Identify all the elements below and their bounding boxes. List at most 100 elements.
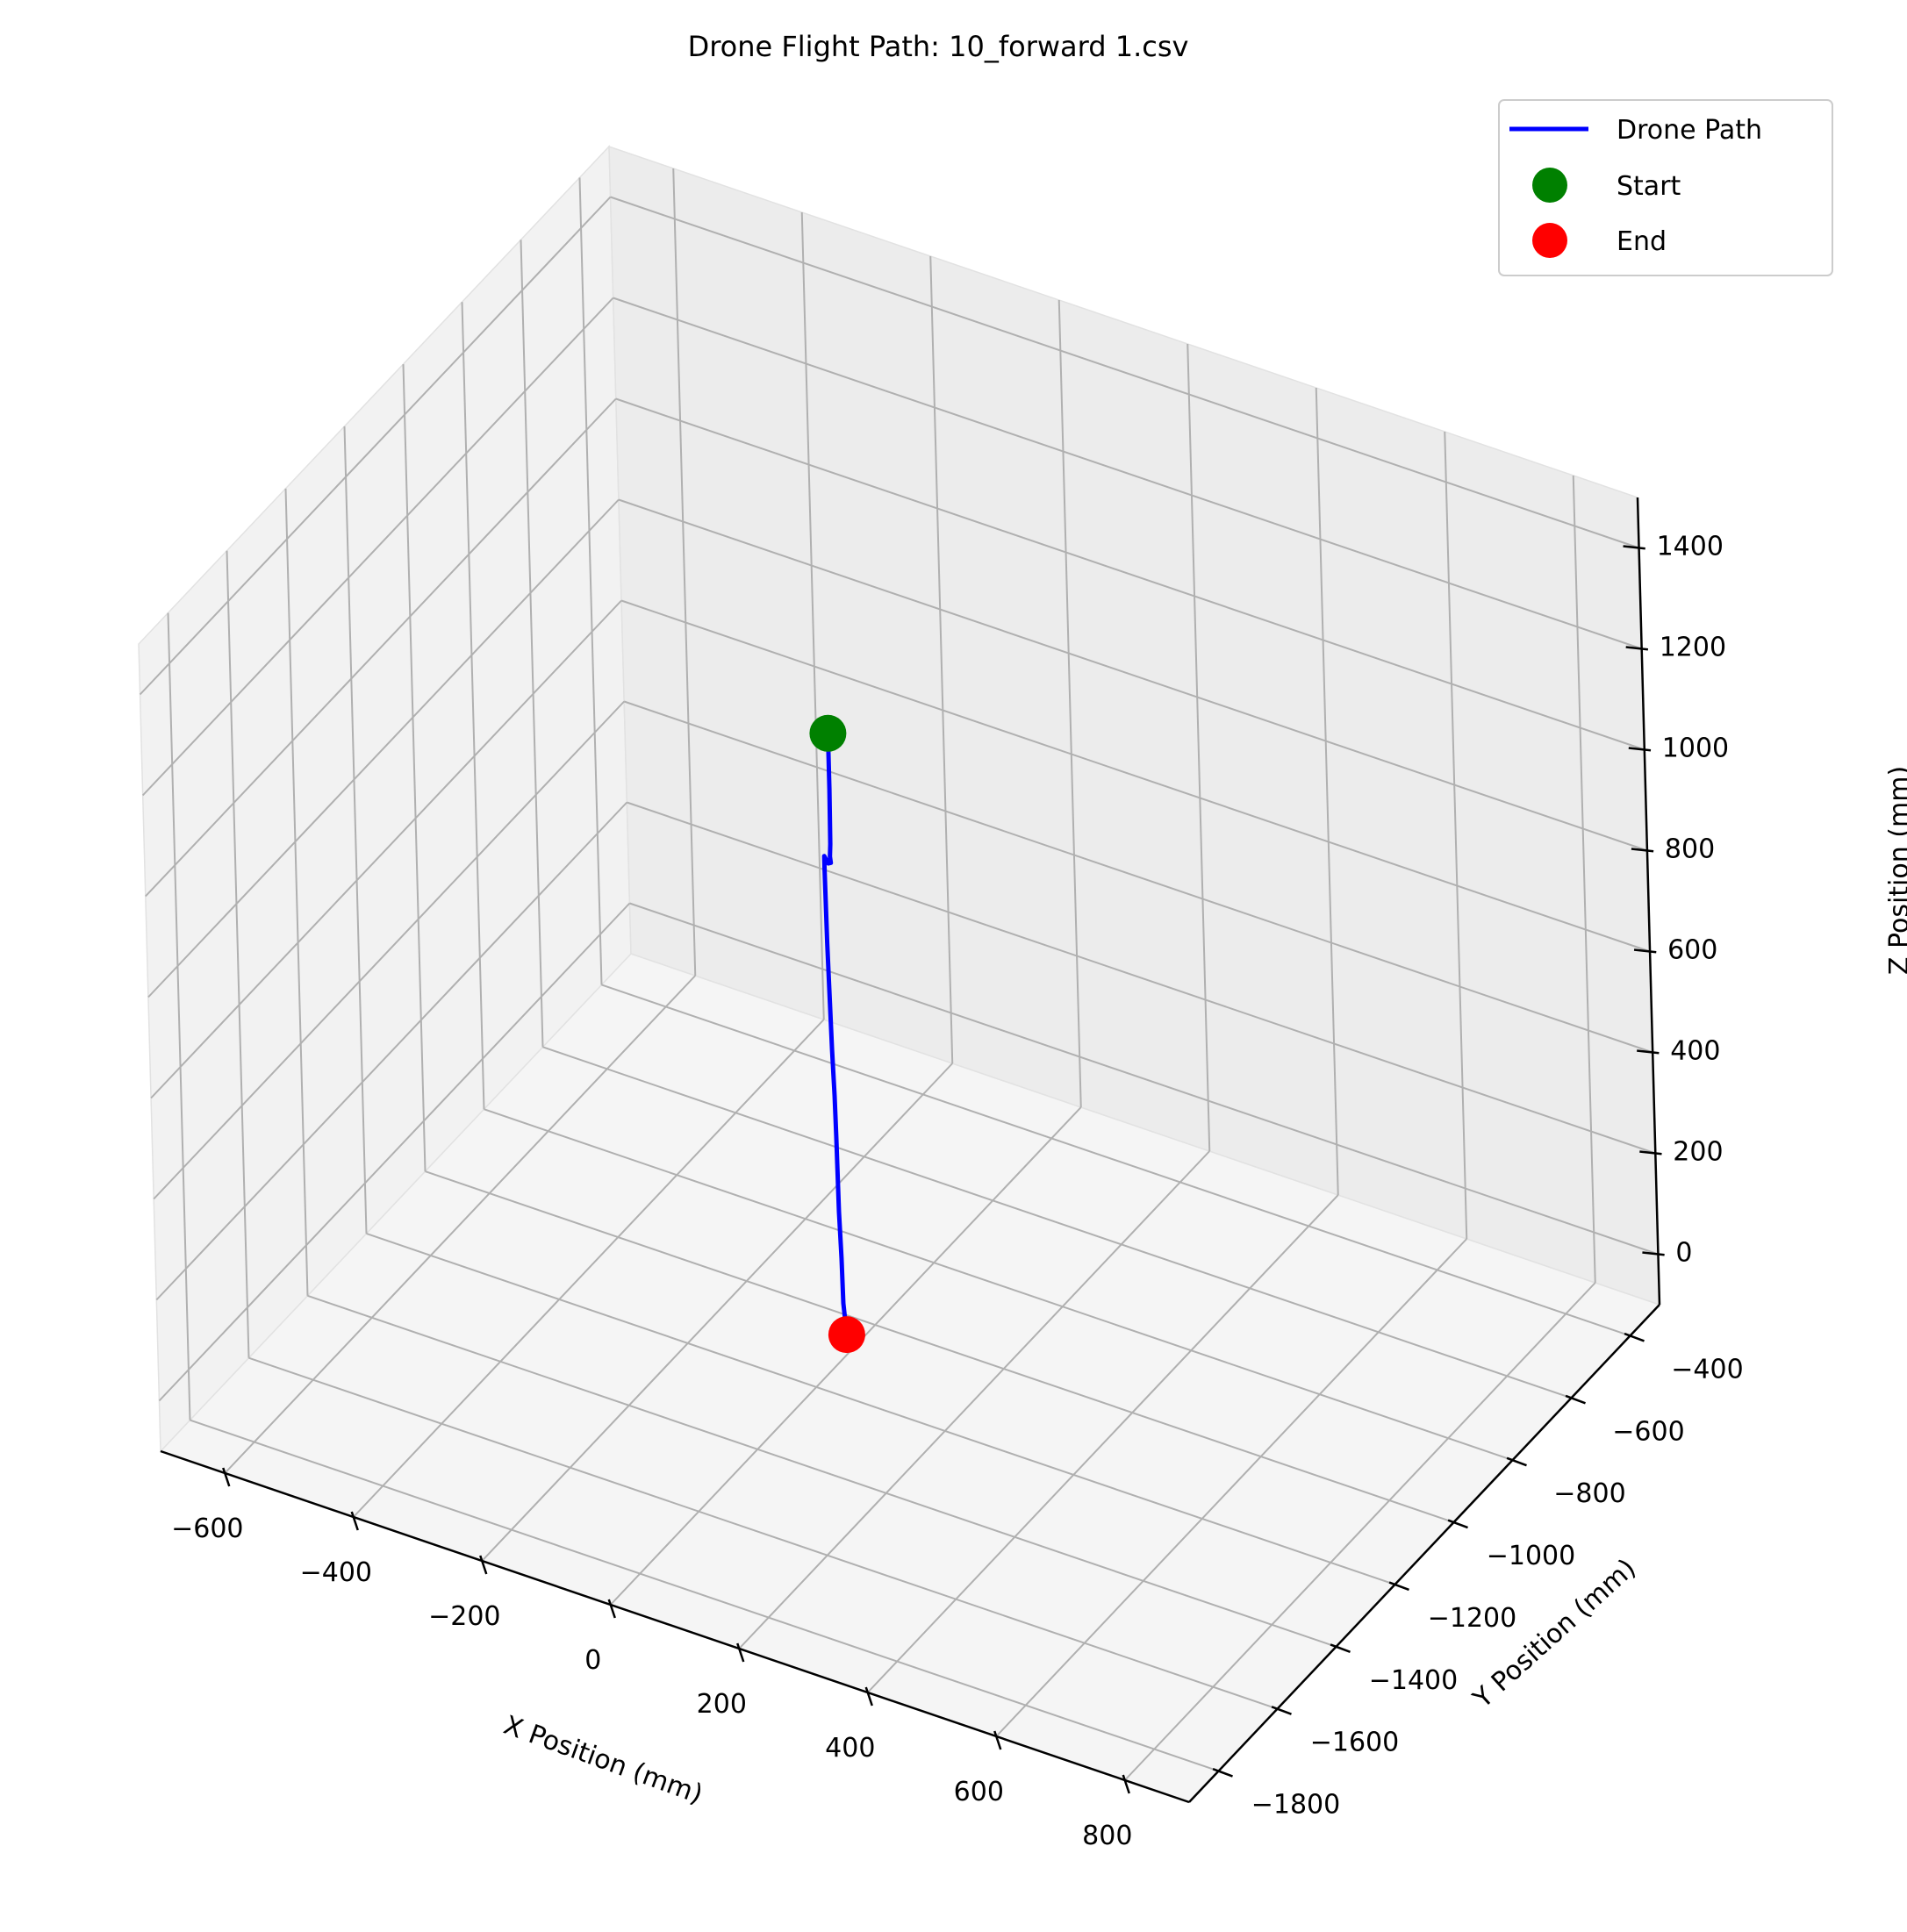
grid-line-x-back bbox=[1572, 475, 1596, 1284]
y-tick-mark bbox=[1447, 1519, 1468, 1529]
z-tick-label: 600 bbox=[1667, 935, 1717, 966]
grid-line-x-floor bbox=[610, 1106, 1082, 1606]
grid-line-x-back bbox=[1315, 387, 1339, 1196]
legend: Drone Path Start End bbox=[1498, 99, 1833, 276]
grid-line-y-left bbox=[520, 240, 544, 1048]
grid-line-x-floor bbox=[224, 975, 696, 1474]
x-tick-mark bbox=[864, 1686, 873, 1707]
z-tick-mark bbox=[1625, 646, 1649, 651]
y-tick-label: −600 bbox=[1612, 1416, 1684, 1447]
y-tick-mark bbox=[1388, 1581, 1409, 1592]
x-tick-label: 600 bbox=[954, 1777, 1004, 1807]
legend-frame bbox=[1498, 99, 1833, 276]
z-tick-label: 400 bbox=[1670, 1036, 1720, 1067]
grid-line-y-left bbox=[402, 364, 427, 1172]
y-tick-mark bbox=[1271, 1706, 1292, 1715]
grid-line-y-left bbox=[226, 550, 250, 1358]
y-axis-line bbox=[1188, 1304, 1660, 1803]
x-tick-mark bbox=[350, 1511, 359, 1531]
grid-line-x-back bbox=[672, 168, 697, 977]
z-tick-mark bbox=[1628, 747, 1652, 752]
y-axis-label: Y Position (mm) bbox=[1466, 1553, 1642, 1715]
z-tick-label: 1000 bbox=[1662, 733, 1729, 764]
y-tick-label: −1600 bbox=[1310, 1728, 1399, 1758]
x-tick-label: −200 bbox=[428, 1601, 500, 1632]
y-tick-label: −400 bbox=[1671, 1354, 1743, 1385]
x-tick-label: 800 bbox=[1082, 1821, 1132, 1851]
y-tick-mark bbox=[1330, 1643, 1351, 1653]
grid-line-y-left bbox=[578, 177, 603, 985]
grid-line-z-back bbox=[615, 397, 1645, 751]
grid-line-y-floor bbox=[484, 1108, 1513, 1462]
y-tick-mark bbox=[1212, 1767, 1233, 1778]
grid-line-x-floor bbox=[995, 1238, 1467, 1737]
z-tick-label: 1200 bbox=[1660, 633, 1726, 663]
grid-line-x-back bbox=[800, 211, 825, 1020]
grid-line-x-floor bbox=[1124, 1282, 1596, 1781]
grid-line-z-back bbox=[626, 801, 1656, 1155]
x-axis-label: X Position (mm) bbox=[499, 1710, 706, 1810]
z-axis-label: Z Position (mm) bbox=[1884, 766, 1907, 975]
z-tick-mark bbox=[1633, 948, 1657, 954]
axes-panes bbox=[138, 145, 1661, 1803]
grid-line-y-floor bbox=[601, 984, 1631, 1337]
z-tick-mark bbox=[1639, 1150, 1662, 1156]
grid-lines bbox=[139, 168, 1659, 1781]
grid-line-y-left bbox=[167, 612, 191, 1420]
marker-end bbox=[828, 1316, 865, 1354]
grid-line-x-floor bbox=[481, 1063, 953, 1562]
grid-line-z-back bbox=[620, 599, 1651, 953]
z-axis-line bbox=[1636, 497, 1661, 1306]
grid-line-z-left bbox=[153, 700, 625, 1200]
y-tick-mark bbox=[1624, 1332, 1645, 1342]
grid-line-z-left bbox=[145, 397, 617, 898]
grid-line-x-floor bbox=[353, 1019, 825, 1518]
plot-area bbox=[809, 714, 865, 1354]
grid-line-x-floor bbox=[738, 1150, 1210, 1649]
grid-line-x-back bbox=[1444, 431, 1468, 1240]
z-tick-mark bbox=[1642, 1251, 1665, 1256]
grid-line-y-left bbox=[343, 426, 368, 1234]
tick-labels: −600 −400 −200 0 200 400 600 800 −1800 −1600 −1400… bbox=[171, 532, 1744, 1852]
axis-lines bbox=[160, 497, 1661, 1804]
grid-line-x-back bbox=[1186, 343, 1211, 1152]
x-tick-label: 200 bbox=[697, 1689, 747, 1720]
x-tick-mark bbox=[1122, 1774, 1130, 1794]
x-tick-mark bbox=[222, 1467, 231, 1487]
grid-line-y-left bbox=[461, 302, 485, 1110]
grid-line-z-left bbox=[158, 902, 631, 1402]
x-tick-mark bbox=[479, 1555, 488, 1575]
y-tick-label: −1000 bbox=[1487, 1541, 1575, 1571]
y-tick-mark bbox=[1506, 1456, 1527, 1467]
x-tick-label: −400 bbox=[300, 1557, 372, 1588]
y-tick-label: −1800 bbox=[1251, 1790, 1340, 1821]
grid-line-z-back bbox=[613, 297, 1643, 650]
legend-label-start: Start bbox=[1617, 171, 1681, 202]
grid-line-z-left bbox=[141, 297, 614, 797]
x-tick-label: −600 bbox=[171, 1513, 243, 1544]
y-tick-mark bbox=[1565, 1394, 1586, 1405]
grid-line-x-back bbox=[929, 255, 954, 1064]
z-tick-label: 0 bbox=[1675, 1238, 1692, 1269]
grid-line-x-back bbox=[1057, 299, 1082, 1108]
legend-marker-end bbox=[1532, 223, 1567, 258]
z-tick-label: 1400 bbox=[1657, 532, 1724, 562]
grid-line-y-floor bbox=[425, 1170, 1454, 1524]
marker-start bbox=[809, 714, 847, 752]
grid-line-z-back bbox=[623, 700, 1653, 1054]
chart-title: Drone Flight Path: 10_forward 1.csv bbox=[688, 30, 1189, 63]
grid-line-y-left bbox=[284, 488, 309, 1296]
grid-line-z-left bbox=[155, 801, 628, 1301]
z-tick-label: 800 bbox=[1665, 834, 1715, 865]
x-tick-mark bbox=[736, 1642, 745, 1663]
grid-line-z-back bbox=[629, 902, 1659, 1256]
z-tick-label: 200 bbox=[1673, 1137, 1723, 1168]
tick-marks bbox=[222, 545, 1665, 1794]
z-tick-mark bbox=[1631, 848, 1654, 853]
grid-line-y-floor bbox=[366, 1232, 1395, 1585]
grid-line-z-back bbox=[610, 196, 1639, 549]
x-tick-mark bbox=[607, 1599, 616, 1619]
z-tick-mark bbox=[1623, 545, 1645, 550]
grid-line-y-floor bbox=[307, 1294, 1337, 1648]
